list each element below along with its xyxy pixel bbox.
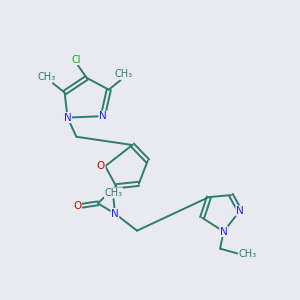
Text: O: O	[73, 201, 81, 211]
Text: N: N	[220, 226, 227, 237]
Text: O: O	[97, 161, 105, 171]
Text: N: N	[99, 111, 107, 121]
Text: CH₃: CH₃	[104, 188, 123, 198]
Text: Cl: Cl	[72, 55, 81, 64]
Text: N: N	[111, 208, 119, 219]
Text: CH₃: CH₃	[38, 72, 56, 82]
Text: N: N	[64, 112, 71, 123]
Text: CH₃: CH₃	[114, 69, 133, 79]
Text: N: N	[236, 206, 244, 216]
Text: CH₃: CH₃	[238, 249, 256, 259]
